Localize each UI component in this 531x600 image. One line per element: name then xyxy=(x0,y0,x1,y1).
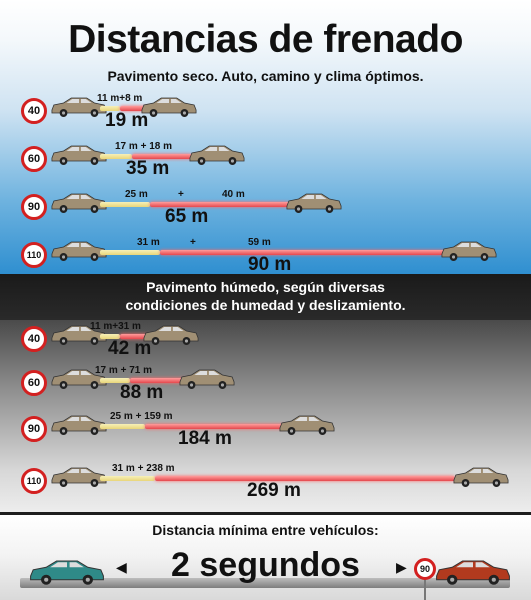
wet-description-line-1: Pavimento húmedo, según diversas xyxy=(146,279,385,295)
car-icon xyxy=(278,412,336,436)
dry-subtitle: Pavimento seco. Auto, camino y clima ópt… xyxy=(107,68,424,84)
sign-pole xyxy=(424,572,426,600)
car-icon xyxy=(50,412,108,436)
speed-sign: 110 xyxy=(21,242,47,268)
footer-big-text: 2 segundos xyxy=(171,546,360,584)
wet-header-background xyxy=(0,274,531,320)
left-arrow-icon: ◀ xyxy=(116,560,127,576)
car-icon xyxy=(50,322,108,346)
reaction-bar xyxy=(100,378,130,383)
car-icon xyxy=(50,94,108,118)
braking-bar xyxy=(145,424,285,429)
segment-label: 25 m + 159 m xyxy=(110,411,173,422)
braking-bar xyxy=(120,106,150,111)
braking-bar xyxy=(160,250,445,255)
total-distance: 269 m xyxy=(247,480,301,501)
reaction-bar xyxy=(100,424,145,429)
car-icon xyxy=(142,322,200,346)
right-arrow-icon: ▶ xyxy=(396,560,407,576)
car-icon xyxy=(50,142,108,166)
total-distance: 42 m xyxy=(108,338,152,359)
car-icon xyxy=(50,238,108,262)
wet-row-110: 110 31 m + 238 m 269 m xyxy=(0,462,531,502)
reaction-bar xyxy=(100,334,120,339)
plus-label: + xyxy=(178,189,184,200)
dry-row-90: 90 25 m + 40 m 65 m xyxy=(0,188,531,228)
total-distance: 90 m xyxy=(248,254,292,275)
braking-bar xyxy=(150,202,290,207)
footer-speed-sign: 90 xyxy=(414,558,436,580)
total-distance: 35 m xyxy=(126,158,170,179)
dry-row-110: 110 31 m + 59 m 90 m xyxy=(0,236,531,276)
braking-bar xyxy=(132,154,192,159)
car-icon xyxy=(50,366,108,390)
speed-sign: 40 xyxy=(21,326,47,352)
footer-right-car-icon xyxy=(434,556,512,586)
braking-label: 59 m xyxy=(248,237,271,248)
page-title: Distancias de frenado xyxy=(68,18,463,61)
footer-left-car-icon xyxy=(28,556,106,586)
total-distance: 65 m xyxy=(165,206,209,227)
braking-bar xyxy=(120,334,165,339)
car-icon xyxy=(452,464,510,488)
plus-label: + xyxy=(190,237,196,248)
wet-description-line-2: condiciones de humedad y deslizamiento. xyxy=(125,297,406,313)
segment-label: 17 m + 18 m xyxy=(115,141,172,152)
total-distance: 184 m xyxy=(178,428,232,449)
car-icon xyxy=(50,464,108,488)
speed-sign: 60 xyxy=(21,146,47,172)
segment-label: 11 m+31 m xyxy=(90,321,141,332)
dry-panel-background xyxy=(0,0,531,274)
footer-title: Distancia mínima entre vehículos: xyxy=(152,522,379,538)
speed-sign: 40 xyxy=(21,98,47,124)
car-icon xyxy=(285,190,343,214)
speed-sign: 90 xyxy=(21,416,47,442)
reaction-bar xyxy=(100,250,160,255)
total-distance: 88 m xyxy=(120,382,164,403)
dry-row-60: 60 17 m + 18 m 35 m xyxy=(0,140,531,180)
reaction-label: 25 m xyxy=(125,189,148,200)
wet-description: Pavimento húmedo, según diversas condici… xyxy=(0,278,531,314)
wet-row-40: 40 11 m+31 m 42 m xyxy=(0,320,531,360)
reaction-bar xyxy=(100,476,155,481)
segment-label: 17 m + 71 m xyxy=(95,365,152,376)
car-icon xyxy=(188,142,246,166)
reaction-bar xyxy=(100,154,132,159)
wet-row-60: 60 17 m + 71 m 88 m xyxy=(0,364,531,404)
road xyxy=(20,578,510,588)
car-icon xyxy=(50,190,108,214)
speed-sign: 110 xyxy=(21,468,47,494)
speed-sign: 90 xyxy=(21,194,47,220)
segment-label: 11 m+8 m xyxy=(97,93,143,104)
reaction-label: 31 m xyxy=(137,237,160,248)
segment-label: 31 m + 238 m xyxy=(112,463,175,474)
wet-row-90: 90 25 m + 159 m 184 m xyxy=(0,410,531,450)
total-distance: 19 m xyxy=(105,110,149,131)
speed-sign: 60 xyxy=(21,370,47,396)
separator xyxy=(0,512,531,515)
reaction-bar xyxy=(100,106,120,111)
car-icon xyxy=(178,366,236,390)
reaction-bar xyxy=(100,202,150,207)
braking-bar xyxy=(155,476,455,481)
braking-label: 40 m xyxy=(222,189,245,200)
dry-row-40: 40 11 m+8 m 19 m xyxy=(0,92,531,132)
braking-bar xyxy=(130,378,190,383)
car-icon xyxy=(440,238,498,262)
car-icon xyxy=(140,94,198,118)
